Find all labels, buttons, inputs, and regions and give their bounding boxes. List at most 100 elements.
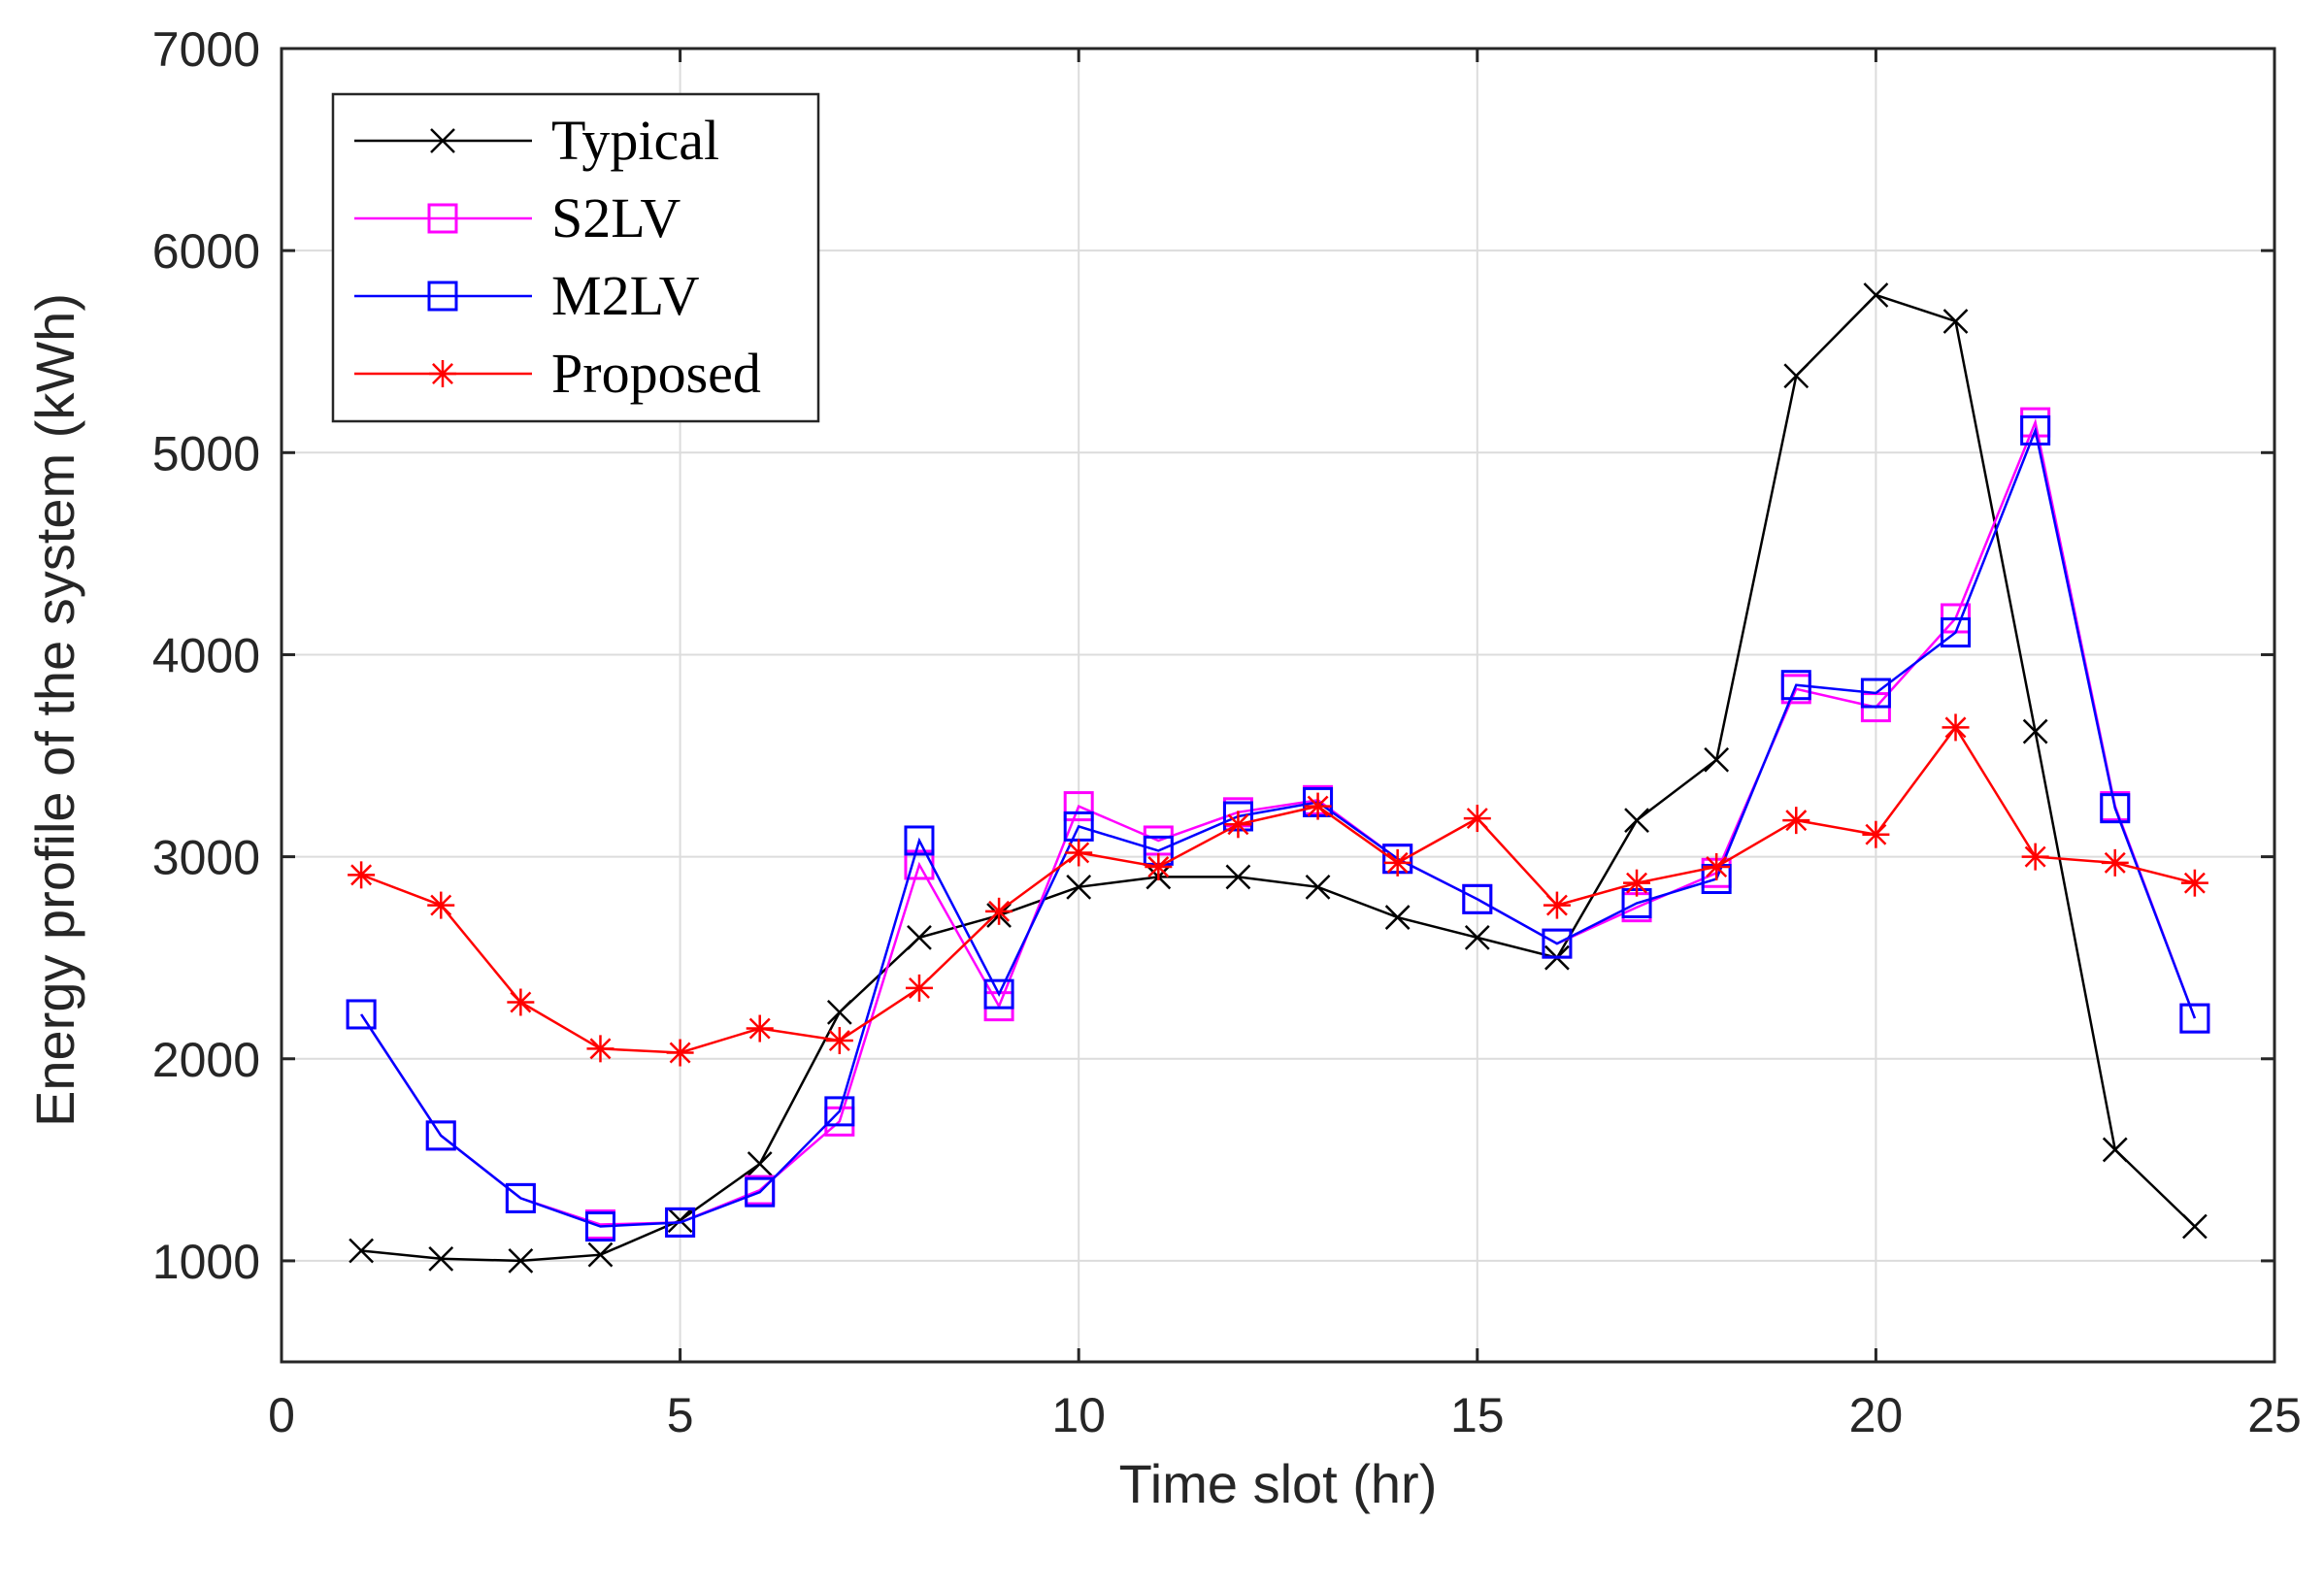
point-typical [1305, 874, 1331, 900]
point-proposed [1145, 853, 1173, 881]
legend-label-proposed: Proposed [551, 342, 761, 405]
point-proposed [1942, 713, 1970, 742]
y-tick-label: 6000 [152, 224, 260, 279]
point-typical [747, 1151, 773, 1176]
legend-item-m2lv: M2LV [354, 264, 700, 327]
point-proposed [1703, 853, 1731, 881]
point-m2lv [2179, 1003, 2210, 1034]
y-tick-label: 1000 [152, 1235, 260, 1289]
y-tick-label: 5000 [152, 426, 260, 480]
point-typical [508, 1248, 534, 1274]
point-proposed [1543, 891, 1571, 919]
tick-labels: 0 5 10 15 20 25 1000 2000 3000 4000 5000 6000 7000 [152, 22, 2302, 1442]
point-proposed [1304, 792, 1332, 820]
point-proposed [825, 1027, 853, 1055]
point-m2lv [745, 1176, 776, 1208]
series-line-m2lv [360, 426, 2197, 1228]
legend-marker-m2lv [427, 281, 458, 312]
point-typical [1783, 363, 1809, 389]
point-m2lv [904, 825, 935, 856]
point-proposed [1623, 869, 1651, 897]
legend-marker-proposed [429, 360, 456, 387]
point-m2lv [1462, 883, 1493, 914]
legend: Typical S2LV M2LV Proposed [331, 92, 820, 423]
point-m2lv [1860, 678, 1891, 709]
y-axis-title: Energy profile of the system (kWh) [24, 293, 85, 1127]
x-tick-label: 10 [1051, 1388, 1106, 1442]
point-m2lv [983, 978, 1014, 1010]
point-typical [1066, 874, 1092, 900]
point-proposed [586, 1035, 614, 1063]
point-m2lv [1542, 928, 1573, 959]
x-axis-title: Time slot (hr) [1119, 1453, 1438, 1514]
point-proposed [2021, 843, 2049, 871]
series-layer [346, 282, 2210, 1274]
legend-marker-s2lv [427, 203, 458, 234]
point-proposed [2180, 869, 2208, 897]
point-m2lv [505, 1182, 536, 1213]
legend-item-proposed: Proposed [354, 342, 761, 405]
point-proposed [507, 988, 535, 1016]
point-typical [428, 1245, 454, 1272]
point-typical [587, 1241, 614, 1268]
point-proposed [666, 1039, 694, 1067]
point-m2lv [2100, 793, 2131, 824]
point-proposed [348, 861, 376, 889]
x-tick-label: 15 [1450, 1388, 1505, 1442]
point-proposed [905, 974, 933, 1002]
point-typical [2181, 1213, 2208, 1240]
point-m2lv [665, 1207, 696, 1238]
point-typical [907, 924, 932, 950]
point-proposed [1224, 811, 1252, 839]
y-tick-label: 7000 [152, 22, 260, 77]
x-tick-label: 25 [2247, 1388, 2302, 1442]
point-typical [826, 1000, 852, 1025]
series-m2lv [346, 414, 2210, 1242]
legend-item-s2lv: S2LV [354, 186, 681, 249]
point-proposed [1862, 820, 1890, 848]
point-proposed [985, 897, 1013, 925]
point-typical [2102, 1137, 2128, 1163]
point-typical [1225, 864, 1251, 890]
legend-marker-typical [430, 128, 455, 153]
y-tick-label: 2000 [152, 1033, 260, 1087]
series-line-typical [360, 293, 2196, 1263]
point-m2lv [346, 999, 377, 1030]
legend-label-s2lv: S2LV [551, 186, 681, 249]
point-typical [2022, 718, 2048, 745]
point-m2lv [1780, 670, 1811, 701]
point-typical [1863, 282, 1889, 308]
legend-label-typical: Typical [551, 109, 719, 172]
point-proposed [1463, 805, 1491, 833]
x-tick-label: 20 [1849, 1388, 1904, 1442]
x-tick-label: 0 [268, 1388, 295, 1442]
series-proposed [348, 713, 2208, 1067]
legend-box [331, 92, 820, 423]
y-tick-label: 4000 [152, 628, 260, 682]
series-s2lv [346, 407, 2210, 1240]
point-typical [1624, 808, 1649, 834]
point-m2lv [824, 1096, 855, 1127]
point-proposed [427, 891, 455, 919]
point-typical [667, 1208, 693, 1234]
legend-label-m2lv: M2LV [551, 264, 700, 327]
series-typical [349, 282, 2208, 1274]
point-m2lv [425, 1120, 456, 1151]
point-s2lv [1063, 791, 1094, 822]
point-typical [1704, 746, 1730, 773]
point-m2lv [2020, 414, 2051, 446]
axes-box [280, 47, 2276, 1364]
point-typical [1464, 924, 1490, 950]
point-proposed [1065, 839, 1093, 867]
point-m2lv [1941, 617, 1972, 648]
point-m2lv [584, 1211, 615, 1242]
point-typical [1384, 905, 1411, 930]
point-typical [1942, 309, 1969, 334]
series-line-proposed [360, 725, 2196, 1054]
legend-item-typical: Typical [354, 109, 719, 172]
point-proposed [2101, 848, 2129, 877]
y-tick-label: 3000 [152, 831, 260, 885]
series-line-s2lv [360, 417, 2197, 1226]
point-proposed [1782, 807, 1810, 835]
